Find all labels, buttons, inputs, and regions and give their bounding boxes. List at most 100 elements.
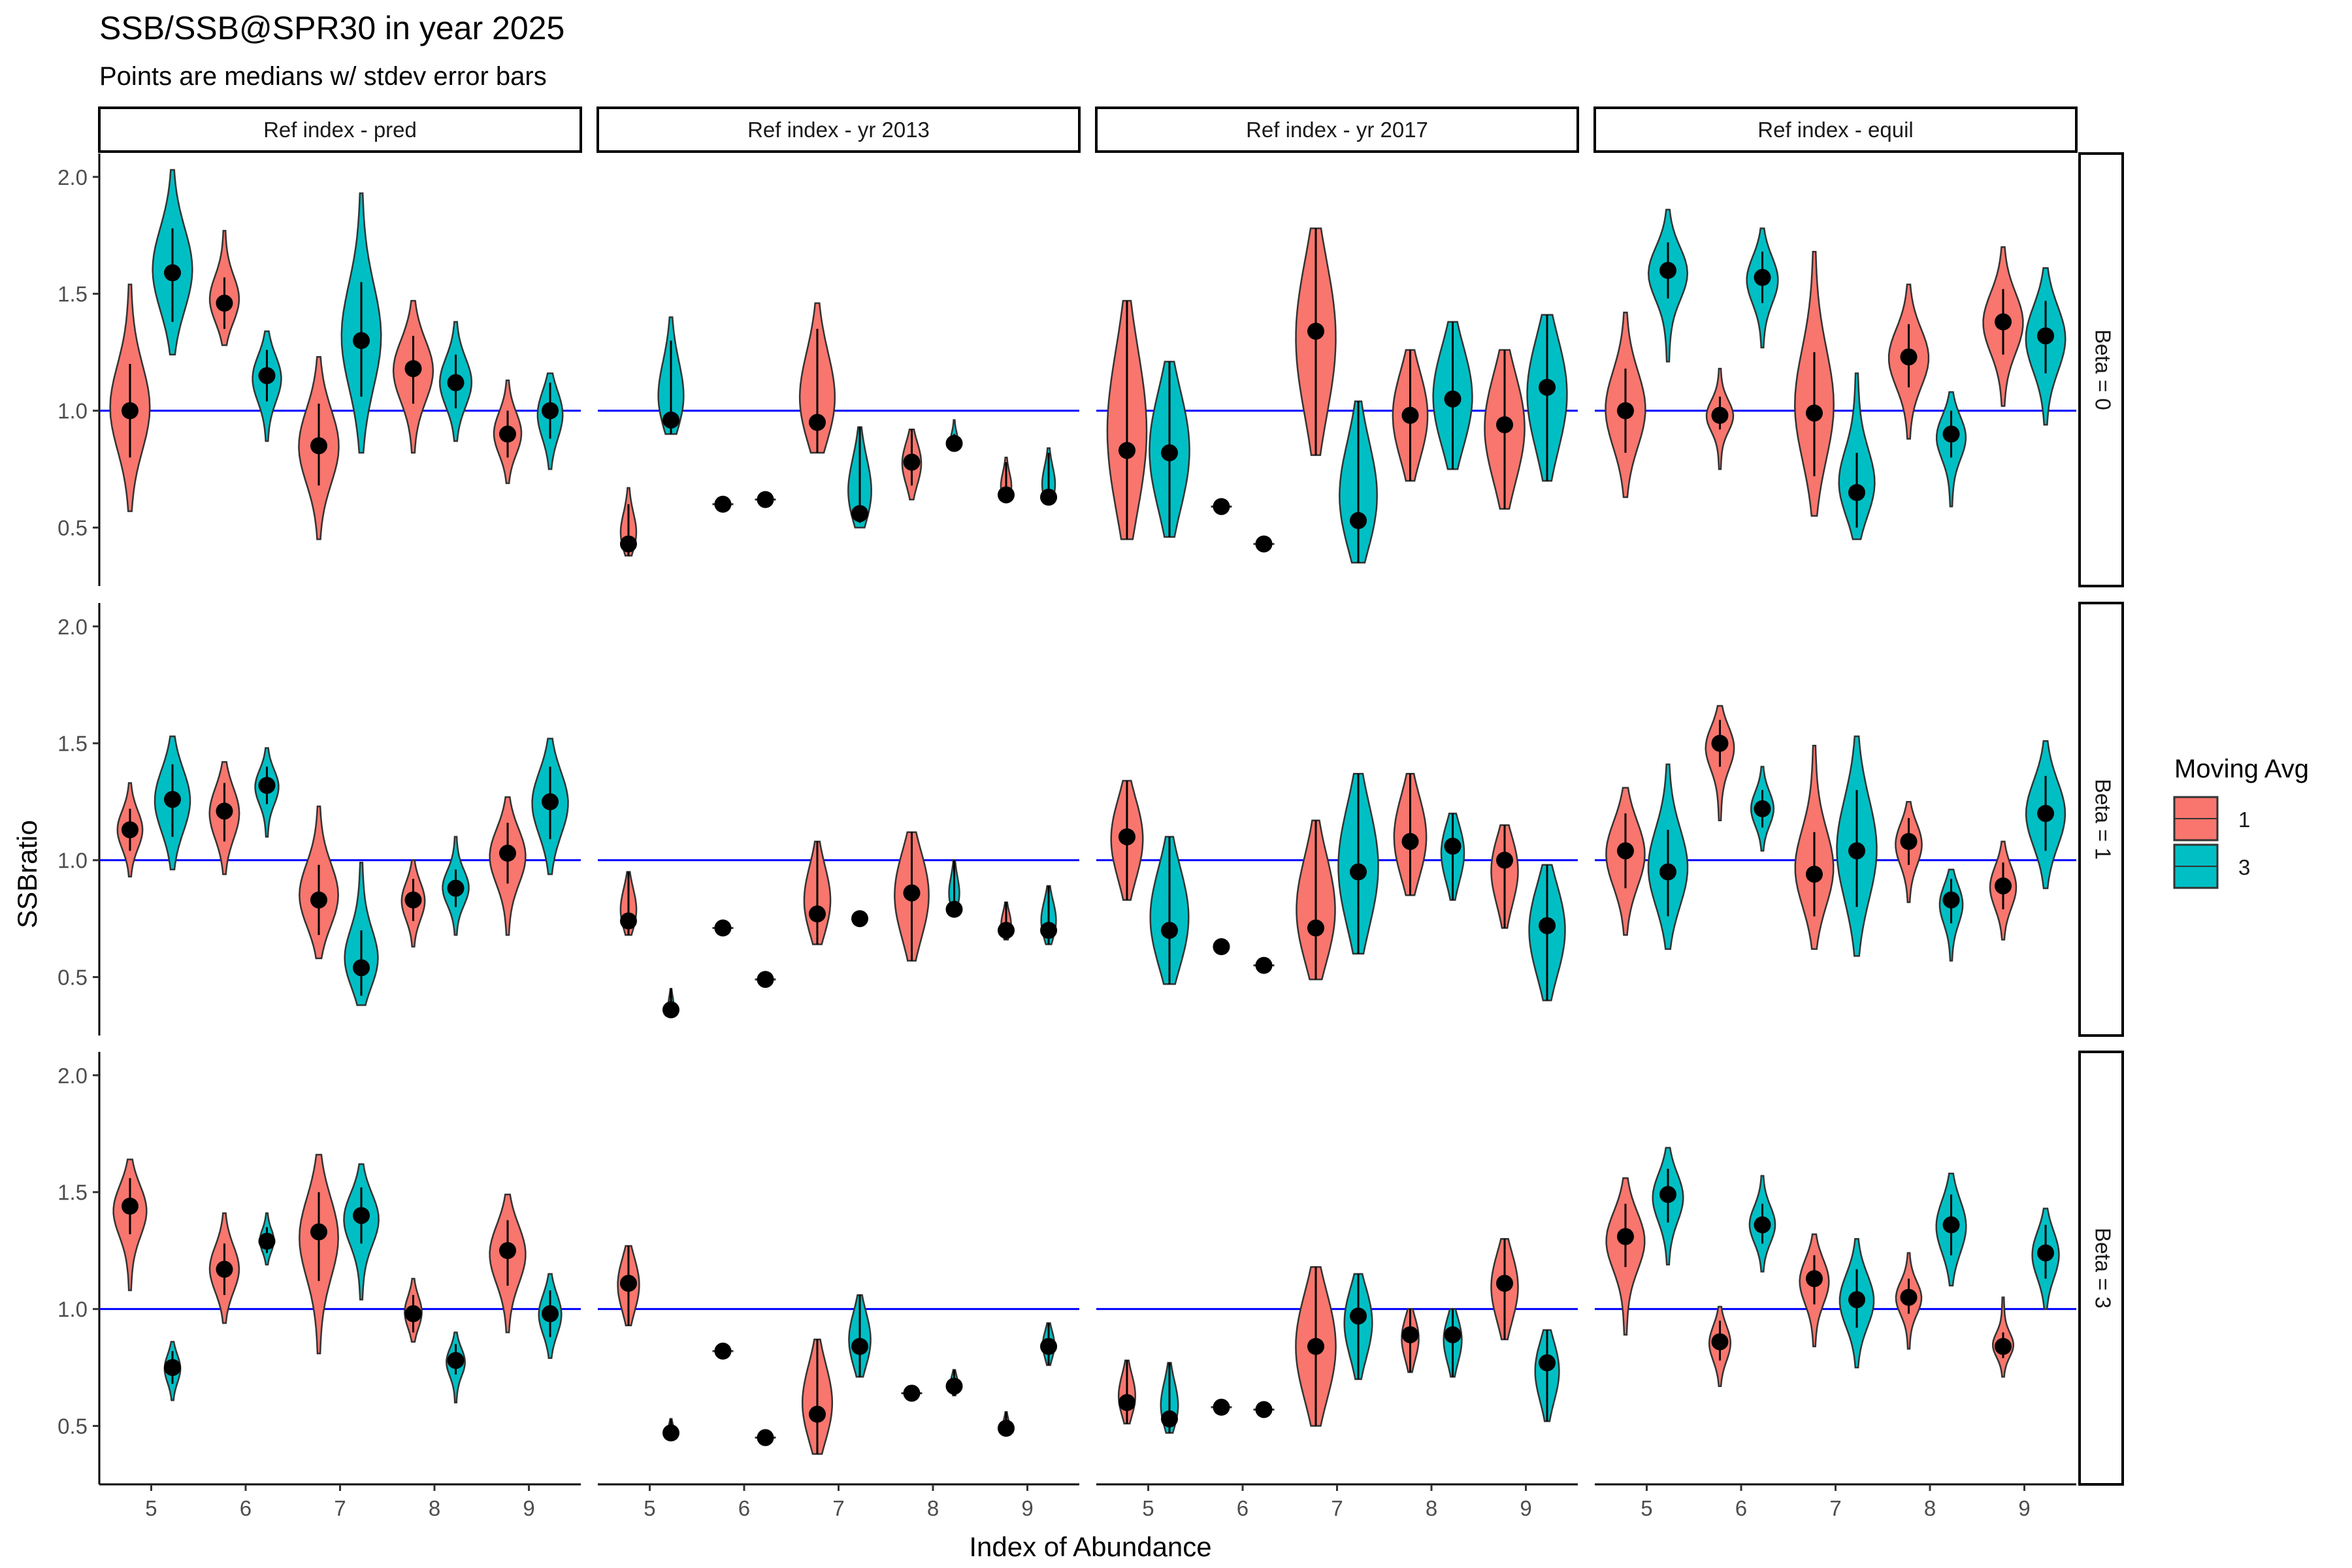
median-point-ma1-x7 bbox=[808, 905, 826, 923]
median-point-ma1-x9 bbox=[1496, 1275, 1514, 1292]
median-point-ma1-x6 bbox=[216, 1260, 233, 1278]
median-point-ma3-x5 bbox=[163, 791, 181, 808]
median-point-ma1-x9 bbox=[998, 486, 1015, 504]
median-point-ma1-x8 bbox=[903, 453, 921, 471]
y-tick-label: 1.0 bbox=[57, 849, 88, 873]
y-tick-label: 1.5 bbox=[57, 732, 88, 756]
median-point-ma3-x7 bbox=[1848, 842, 1866, 860]
median-point-ma3-x7 bbox=[851, 910, 869, 928]
median-point-ma3-x6 bbox=[757, 971, 774, 988]
median-point-ma3-x6 bbox=[1255, 956, 1273, 974]
row-strip-label: Beta = 0 bbox=[2091, 329, 2115, 410]
median-point-ma3-x6 bbox=[757, 491, 774, 508]
median-point-ma3-x7 bbox=[1350, 863, 1367, 881]
median-point-ma1-x9 bbox=[998, 1420, 1015, 1437]
median-point-ma1-x8 bbox=[1401, 832, 1419, 850]
median-point-ma3-x9 bbox=[542, 1305, 559, 1322]
row-strip-label: Beta = 1 bbox=[2091, 779, 2115, 860]
median-point-ma3-x6 bbox=[258, 1232, 276, 1250]
median-point-ma3-x9 bbox=[1539, 378, 1556, 396]
median-point-ma3-x9 bbox=[1040, 489, 1058, 506]
median-point-ma1-x9 bbox=[1995, 313, 2012, 331]
median-point-ma1-x5 bbox=[1616, 402, 1634, 419]
median-point-ma3-x9 bbox=[1539, 1354, 1556, 1371]
median-point-ma3-x9 bbox=[1040, 1337, 1058, 1355]
median-point-ma3-x5 bbox=[1160, 921, 1178, 939]
row-strip-beta-3 bbox=[2078, 1051, 2124, 1486]
median-point-ma1-x7 bbox=[1805, 866, 1823, 883]
median-point-ma3-x7 bbox=[1350, 512, 1367, 529]
median-point-ma3-x7 bbox=[1848, 483, 1866, 501]
median-point-ma1-x5 bbox=[121, 821, 139, 839]
median-point-ma1-x8 bbox=[1900, 348, 1918, 366]
median-point-ma1-x9 bbox=[1496, 416, 1514, 434]
median-point-ma1-x8 bbox=[1900, 1288, 1918, 1306]
median-point-ma3-x8 bbox=[1942, 891, 1960, 909]
x-tick-label: 7 bbox=[1829, 1496, 1841, 1520]
median-point-ma3-x8 bbox=[447, 879, 465, 897]
median-point-ma3-x8 bbox=[1444, 838, 1462, 855]
median-point-ma3-x9 bbox=[542, 402, 559, 419]
median-point-ma3-x8 bbox=[945, 900, 963, 918]
median-point-ma1-x7 bbox=[808, 414, 826, 431]
row-strip-beta-0 bbox=[2078, 152, 2124, 587]
median-point-ma3-x7 bbox=[851, 1337, 869, 1355]
y-tick-label: 2.0 bbox=[57, 1064, 88, 1088]
legend-label-ma1: 1 bbox=[2238, 808, 2250, 832]
median-point-ma1-x9 bbox=[499, 1242, 517, 1260]
x-tick-label: 9 bbox=[2018, 1496, 2030, 1520]
x-tick-label: 5 bbox=[1142, 1496, 1154, 1520]
x-tick-label: 8 bbox=[1924, 1496, 1936, 1520]
median-point-ma3-x7 bbox=[851, 505, 869, 523]
median-point-ma1-x8 bbox=[404, 891, 422, 909]
median-point-ma3-x8 bbox=[945, 434, 963, 452]
median-point-ma1-x5 bbox=[619, 1275, 637, 1292]
median-point-ma1-x6 bbox=[1213, 1398, 1230, 1416]
chart-subtitle: Points are medians w/ stdev error bars bbox=[99, 62, 547, 91]
median-point-ma1-x8 bbox=[1900, 832, 1918, 850]
y-tick-label: 1.5 bbox=[57, 1181, 88, 1205]
median-point-ma1-x6 bbox=[1213, 498, 1230, 515]
y-tick-label: 0.5 bbox=[57, 516, 88, 540]
median-point-ma3-x5 bbox=[163, 1359, 181, 1377]
median-point-ma1-x5 bbox=[619, 535, 637, 553]
col-strip-ref-index-yr-2013 bbox=[596, 106, 1081, 153]
median-point-ma3-x9 bbox=[2037, 805, 2055, 823]
median-point-ma3-x6 bbox=[1754, 269, 1771, 286]
median-point-ma1-x6 bbox=[1711, 734, 1729, 752]
median-point-ma3-x5 bbox=[662, 1424, 679, 1442]
x-tick-label: 5 bbox=[145, 1496, 157, 1520]
x-tick-label: 7 bbox=[1331, 1496, 1343, 1520]
median-point-ma1-x8 bbox=[903, 1384, 921, 1402]
median-point-ma1-x5 bbox=[619, 912, 637, 930]
median-point-ma3-x7 bbox=[353, 1207, 370, 1224]
col-strip-label: Ref index - equil bbox=[1757, 118, 1913, 142]
median-point-ma3-x9 bbox=[542, 793, 559, 811]
y-tick-label: 0.5 bbox=[57, 1414, 88, 1439]
x-tick-label: 7 bbox=[334, 1496, 346, 1520]
x-tick-label: 5 bbox=[644, 1496, 655, 1520]
median-point-ma1-x7 bbox=[310, 1223, 327, 1241]
median-point-ma3-x5 bbox=[1659, 261, 1676, 279]
x-tick-label: 9 bbox=[1021, 1496, 1033, 1520]
median-point-ma3-x8 bbox=[1444, 1326, 1462, 1343]
col-strip-ref-index-yr-2017 bbox=[1095, 106, 1579, 153]
median-point-ma1-x9 bbox=[1995, 877, 2012, 894]
median-point-ma1-x5 bbox=[1118, 1394, 1135, 1411]
median-point-ma3-x9 bbox=[1539, 917, 1556, 934]
median-point-ma1-x8 bbox=[1401, 406, 1419, 424]
median-point-ma1-x9 bbox=[1995, 1337, 2012, 1355]
median-point-ma1-x5 bbox=[1118, 828, 1135, 845]
x-tick-label: 9 bbox=[1520, 1496, 1531, 1520]
median-point-ma1-x8 bbox=[903, 884, 921, 902]
row-strip-label: Beta = 3 bbox=[2091, 1228, 2115, 1309]
median-point-ma3-x5 bbox=[662, 411, 679, 429]
row-strip-beta-1 bbox=[2078, 602, 2124, 1037]
median-point-ma3-x7 bbox=[1350, 1307, 1367, 1325]
median-point-ma3-x5 bbox=[1659, 863, 1676, 881]
x-axis-title: Index of Abundance bbox=[969, 1531, 1211, 1562]
median-point-ma1-x9 bbox=[1496, 851, 1514, 869]
median-point-ma3-x5 bbox=[662, 1001, 679, 1019]
x-tick-label: 6 bbox=[1237, 1496, 1249, 1520]
